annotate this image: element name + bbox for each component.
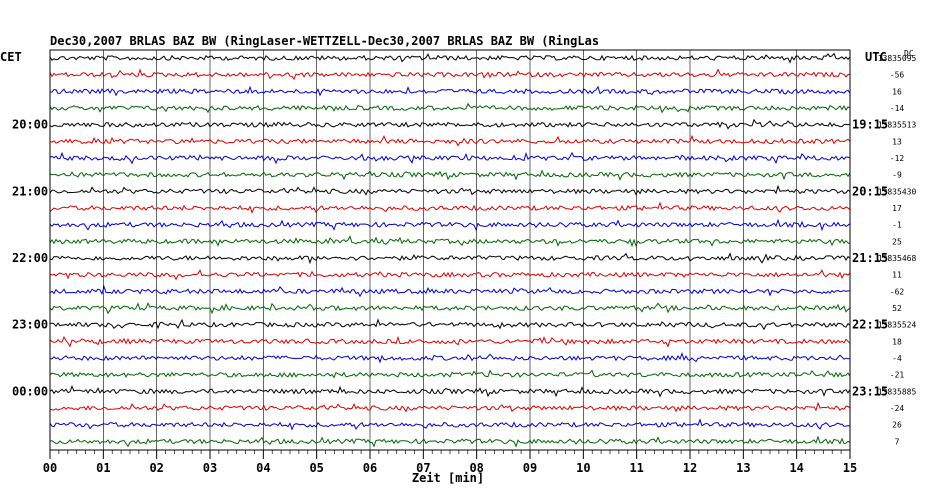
trace-3-3 [49,302,851,315]
trace-5-3 [49,435,851,448]
left-timezone-label: CET [0,50,22,64]
chart-title: Dec30,2007 BRLAS BAZ BW (RingLaser-WETTZ… [50,34,599,48]
x-tick-label: 14 [789,461,803,475]
trace-1-1 [49,134,851,147]
trace-2-0 [49,184,851,196]
x-tick-label: 15 [843,461,857,475]
x-axis: 00 01 02 03 04 05 06 07 08 09 10 11 12 13 14 15 [43,450,857,475]
offset-label: -62 [890,287,905,296]
x-tick-label: 03 [203,461,217,475]
offset-label: -24 [890,404,905,413]
trace-2-3 [49,235,851,248]
x-tick-label: 11 [629,461,643,475]
trace-1-0 [49,118,851,130]
trace-0-1 [49,68,850,81]
dc-marker: DC [904,49,914,58]
offset-label: 16 [892,87,902,96]
trace-3-0 [49,252,851,265]
x-tick-label: 12 [683,461,697,475]
x-tick-label: 10 [576,461,590,475]
x-tick-label: 13 [736,461,750,475]
offset-label: 13835524 [878,321,917,330]
offset-label: -21 [890,371,905,380]
x-tick-label: 06 [363,461,377,475]
utc-hour-label: 20:15 [852,184,888,198]
trace-1-2 [49,151,851,165]
offset-label: -9 [892,171,902,180]
utc-hour-label: 22:15 [852,318,888,332]
trace-4-0 [49,318,851,331]
offset-label: 7 [895,437,900,446]
trace-3-1 [49,269,851,281]
cet-hour-label: 20:00 [12,118,48,132]
x-tick-label: 09 [523,461,537,475]
trace-5-2 [49,418,851,431]
offset-label: 25 [892,237,902,246]
offset-label: 13835468 [878,254,917,263]
right-timezone-label: UTC [865,50,887,64]
trace-0-3 [49,102,851,114]
cet-hour-label: 21:00 [12,184,48,198]
x-tick-label: 07 [416,461,430,475]
label-group: 13835095 -56 16 -14 13835513 13 -12 -9 20:00 19:1… [12,54,916,446]
offset-label: -1 [892,221,902,230]
trace-3-2 [49,285,851,298]
offset-label: 11 [892,271,902,280]
trace-group [49,52,851,448]
offset-label: -14 [890,104,905,113]
utc-hour-label: 23:15 [852,384,888,398]
x-axis-label: Zeit [min] [412,471,484,485]
offset-label: 52 [892,304,902,313]
x-tick-label: 08 [469,461,483,475]
offset-label: 13835513 [878,121,917,130]
x-tick-label: 04 [256,461,270,475]
utc-hour-label: 21:15 [852,251,888,265]
cet-hour-label: 00:00 [12,384,48,398]
offset-label: -56 [890,71,905,80]
offset-label: 18 [892,337,902,346]
cet-hour-label: 23:00 [12,318,48,332]
offset-label: 13835885 [878,387,917,396]
trace-2-1 [49,201,851,214]
trace-1-3 [49,169,851,181]
offset-label: -4 [892,354,902,363]
cet-hour-label: 22:00 [12,251,48,265]
trace-0-2 [49,85,851,97]
trace-4-2 [49,352,851,364]
offset-label: -12 [890,154,905,163]
x-tick-label: 00 [43,461,57,475]
trace-5-1 [49,401,851,413]
x-tick-label: 05 [309,461,323,475]
x-tick-label: 02 [149,461,163,475]
offset-label: 13 [892,137,902,146]
utc-hour-label: 19:15 [852,118,888,132]
offset-label: 26 [892,421,902,430]
offset-label: 13835430 [878,187,917,196]
trace-5-0 [49,384,851,398]
grid-lines [103,50,797,450]
offset-label: 13835095 [878,54,917,63]
offset-label: 17 [892,204,902,213]
trace-4-1 [49,335,851,348]
trace-4-3 [49,369,851,379]
x-tick-label: 01 [96,461,110,475]
trace-2-2 [49,218,851,232]
trace-0-0 [49,52,851,64]
